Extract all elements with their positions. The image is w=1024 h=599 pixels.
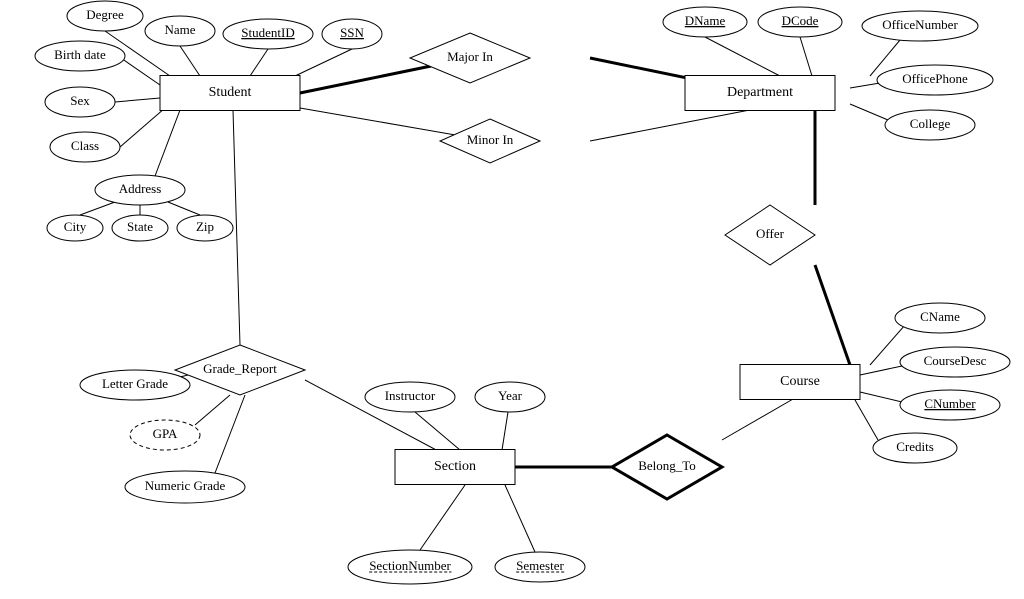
attr-label-address: Address: [119, 181, 162, 196]
edge-course_desc-course: [860, 366, 902, 375]
attr-label-office_phone: OfficePhone: [902, 71, 968, 86]
edge-zip-address: [168, 202, 200, 215]
edge-cnumber-course: [860, 392, 902, 402]
relationship-label-offer: Offer: [756, 226, 785, 241]
attr-label-sex: Sex: [70, 93, 90, 108]
entity-label-student: Student: [209, 85, 252, 100]
attr-label-dname: DName: [685, 13, 726, 28]
attr-label-semester: Semester: [516, 558, 564, 573]
attr-label-cnumber: CNumber: [924, 396, 976, 411]
edge-student-grade_report: [233, 110, 240, 345]
relationship-label-grade_report: Grade_Report: [203, 361, 277, 376]
attr-label-gpa: GPA: [153, 426, 178, 441]
attr-label-section_number: SectionNumber: [369, 558, 451, 573]
edge-minor_in-department: [590, 108, 760, 141]
edge-office_phone-department: [850, 83, 880, 88]
edge-semester-section: [505, 485, 535, 552]
edge-address-student: [155, 110, 180, 176]
attr-label-ssn: SSN: [340, 25, 364, 40]
edge-credits-course: [855, 400, 878, 440]
attr-label-dcode: DCode: [782, 13, 819, 28]
attr-label-instructor: Instructor: [385, 388, 436, 403]
shapes-layer: [35, 1, 1010, 584]
edge-section_number-section: [420, 485, 465, 550]
entity-label-course: Course: [780, 374, 820, 389]
attr-label-numeric_grade: Numeric Grade: [145, 478, 226, 493]
attr-label-name: Name: [164, 22, 195, 37]
attr-label-class: Class: [71, 138, 99, 153]
attr-label-college: College: [910, 116, 951, 131]
edge-year-section: [502, 412, 508, 450]
edge-class-student: [120, 108, 165, 147]
attr-label-zip: Zip: [196, 219, 214, 234]
edge-ssn-student: [295, 49, 352, 76]
relationship-label-minor_in: Minor In: [467, 132, 514, 147]
attr-label-year: Year: [498, 388, 523, 403]
relationship-label-major_in: Major In: [447, 49, 493, 64]
edge-dname-department: [705, 37, 780, 76]
edge-birth_date-student: [118, 56, 160, 85]
edge-dcode-department: [800, 37, 812, 76]
edge-city-address: [80, 202, 115, 215]
edge-course-belong_to: [722, 395, 800, 440]
edge-college-department: [850, 104, 888, 120]
attr-label-state: State: [127, 219, 153, 234]
edge-gpa-grade_report: [195, 395, 230, 425]
edge-numeric_grade-grade_report: [215, 395, 245, 473]
attr-label-degree: Degree: [86, 7, 124, 22]
attr-label-cname: CName: [920, 309, 960, 324]
entity-label-section: Section: [434, 459, 476, 474]
attr-label-office_number: OfficeNumber: [882, 17, 958, 32]
edge-instructor-section: [415, 412, 460, 450]
attr-label-city: City: [64, 219, 87, 234]
attr-label-student_id: StudentID: [241, 25, 294, 40]
attr-label-birth_date: Birth date: [54, 47, 106, 62]
edge-cname-course: [870, 325, 905, 365]
er-diagram: Student Department Course Section Major In Mi…: [0, 0, 1024, 599]
attr-label-course_desc: CourseDesc: [924, 353, 987, 368]
entity-label-department: Department: [727, 85, 793, 100]
edge-offer-course: [815, 265, 850, 365]
attr-label-letter_grade: Letter Grade: [102, 376, 168, 391]
edge-student_id-student: [250, 49, 268, 76]
edge-name-student: [180, 46, 200, 76]
attr-label-credits: Credits: [896, 439, 934, 454]
edge-sex-student: [115, 98, 160, 102]
relationship-label-belong_to: Belong_To: [638, 458, 696, 473]
